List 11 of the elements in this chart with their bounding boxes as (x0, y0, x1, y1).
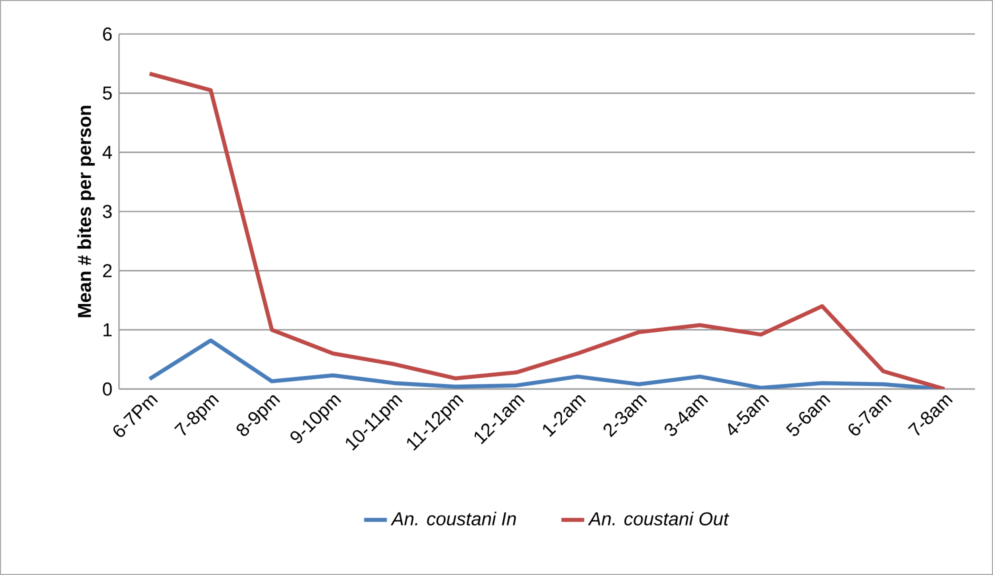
legend-label: An. coustani In (390, 512, 516, 526)
y-tick-label: 0 (102, 382, 112, 396)
y-tick-label: 5 (102, 86, 112, 100)
y-tick-label: 4 (102, 146, 112, 159)
y-tick-label: 1 (104, 323, 112, 336)
y-tick-label: 2 (103, 264, 112, 278)
y-tick-label: 6 (103, 27, 112, 41)
legend-label: An. coustani Out (588, 512, 730, 526)
y-tick-label: 3 (102, 204, 112, 218)
y-axis-title: Mean # bites per person (77, 106, 95, 318)
line-series (148, 72, 946, 389)
